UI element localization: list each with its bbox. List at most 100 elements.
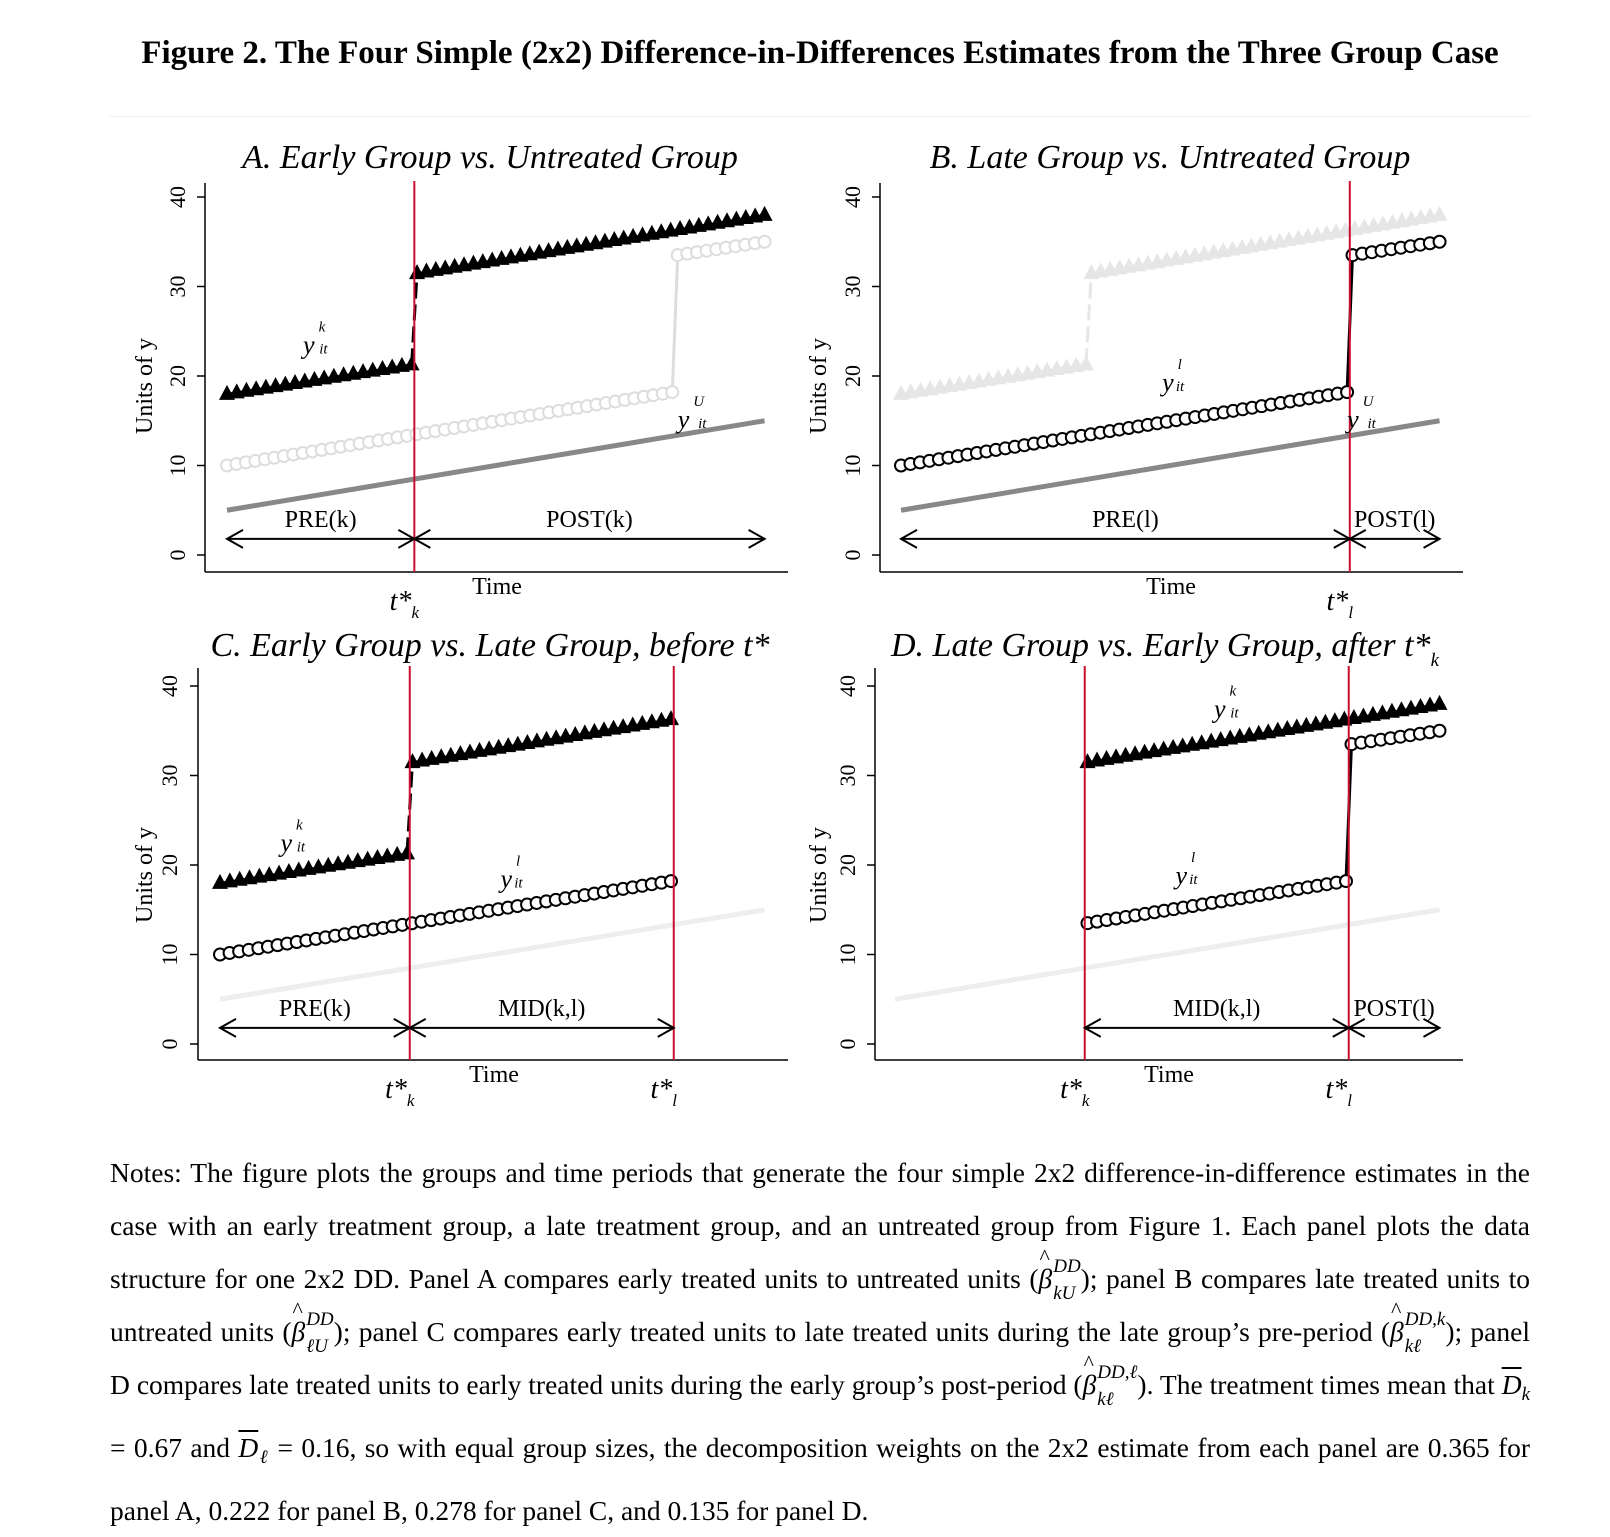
- series-label-sub: it: [297, 840, 306, 856]
- beta-hat: β: [1039, 1230, 1053, 1305]
- period-label: POST(l): [1353, 996, 1434, 1022]
- panel-title: B. Late Group vs. Untreated Group: [930, 139, 1411, 176]
- series-label: yl it: [1173, 850, 1199, 890]
- series-label-sup: l: [516, 853, 520, 869]
- x-axis-label: Time: [1144, 1062, 1194, 1088]
- series-label: yk it: [1211, 683, 1239, 723]
- series-early: [219, 205, 773, 400]
- series-late: [894, 234, 1447, 473]
- y-tick-label: 10: [840, 455, 865, 477]
- triangle-marker: [1077, 355, 1094, 371]
- triangle-marker: [399, 844, 415, 860]
- series-early: [212, 710, 679, 889]
- t-star-subscript: l: [1347, 1091, 1352, 1110]
- arrow-head-left: [1347, 529, 1367, 549]
- y-tick-label: 10: [165, 455, 190, 477]
- series-label: yl it: [498, 853, 524, 893]
- t-star-subscript: l: [1348, 603, 1353, 622]
- period-label: PRE(k): [285, 507, 357, 533]
- notes-text: ); panel D compares late treated units t…: [110, 1316, 1530, 1400]
- y-tick-label: 30: [157, 765, 182, 787]
- circle-marker: [757, 234, 772, 249]
- series-early: [893, 205, 1448, 400]
- sup: DD,k: [1404, 1308, 1446, 1330]
- series-early: [1079, 694, 1448, 769]
- period-arrow: PRE(k): [217, 996, 412, 1038]
- t-star-label: t*l: [1325, 1074, 1352, 1110]
- period-arrow: PRE(l): [898, 507, 1352, 549]
- y-tick-label: 20: [165, 365, 190, 387]
- arrow-head-left: [224, 529, 244, 549]
- t-star-label: t*l: [1327, 586, 1354, 622]
- series-label-sub: it: [698, 416, 707, 432]
- series-label-sup: l: [1191, 850, 1195, 866]
- triangle-marker: [1431, 694, 1448, 710]
- panel-c: C. Early Group vs. Late Group, before t*…: [132, 627, 788, 1110]
- y-tick-label: 30: [835, 765, 860, 787]
- y-axis-label: Units of y: [806, 827, 832, 923]
- sub: kU: [1053, 1282, 1076, 1304]
- circle-marker: [664, 874, 678, 889]
- beta-hat: β: [1390, 1283, 1404, 1358]
- series-late: [1080, 723, 1447, 931]
- series-label-sub: it: [514, 875, 523, 891]
- figure-panels: A. Early Group vs. Untreated Group 0 10 20 3…: [132, 139, 1463, 1110]
- panel-a: A. Early Group vs. Untreated Group 0 10 20 3…: [132, 139, 788, 622]
- y-tick-label: 0: [835, 1039, 860, 1050]
- y-tick-label: 20: [840, 365, 865, 387]
- series-label-sub: it: [1367, 416, 1376, 432]
- arrow-head-right: [657, 1018, 676, 1038]
- series-label-sup: l: [1178, 357, 1182, 373]
- jump-connector: [1084, 272, 1093, 365]
- y-tick-label: 20: [157, 854, 182, 876]
- y-tick-label: 20: [835, 854, 860, 876]
- series-line: [219, 907, 765, 1002]
- arrow-head-left: [898, 529, 918, 549]
- circle-marker: [1432, 234, 1447, 249]
- period-label: POST(l): [1354, 507, 1435, 533]
- arrow-head-left: [412, 529, 431, 549]
- arrow-head-left: [1346, 1018, 1366, 1038]
- y-axis-label: Units of y: [132, 338, 158, 434]
- circle-marker: [1432, 723, 1447, 738]
- series-label: yU it: [675, 394, 708, 434]
- figure-notes: Notes: The figure plots the groups and t…: [110, 1146, 1530, 1537]
- sup: DD: [306, 1308, 334, 1330]
- series-label-sup: U: [693, 394, 705, 410]
- panel-title: A. Early Group vs. Untreated Group: [240, 139, 738, 176]
- t-star-subscript: k: [411, 603, 419, 622]
- notes-text: ); panel B compares late treated units t…: [110, 1263, 1531, 1347]
- y-tick-label: 30: [165, 276, 190, 298]
- y-tick-label: 0: [165, 550, 190, 561]
- notes-text: ). The treatment times mean that: [1137, 1369, 1502, 1400]
- period-arrow: POST(l): [1347, 507, 1442, 549]
- y-tick-label: 40: [165, 186, 190, 208]
- circle-marker: [665, 385, 680, 400]
- series-untreated: [219, 907, 765, 1002]
- series-untreated: [226, 418, 765, 513]
- series-label-sub: it: [1176, 379, 1185, 395]
- beta-hat: β: [1083, 1336, 1097, 1411]
- x-axis-label: Time: [472, 574, 522, 600]
- x-axis-label: Time: [1146, 574, 1196, 600]
- series-label-sub: it: [319, 342, 328, 358]
- t-star-label: t*k: [385, 1074, 415, 1110]
- period-label: PRE(k): [279, 996, 351, 1022]
- sup: DD: [1053, 1255, 1081, 1277]
- y-tick-label: 40: [835, 675, 860, 697]
- notes-text: ); panel C compares early treated units …: [333, 1316, 1391, 1347]
- series-label: yk it: [278, 818, 306, 858]
- circle-marker: [1340, 385, 1355, 400]
- triangle-marker: [1431, 205, 1448, 221]
- dbar: D: [1501, 1369, 1522, 1400]
- sub: kℓ: [1097, 1388, 1114, 1410]
- beta-hat: β: [292, 1283, 306, 1358]
- series-line: [900, 418, 1440, 513]
- series-label-sup: U: [1363, 394, 1375, 410]
- series-label-sup: k: [319, 320, 326, 336]
- period-arrow: POST(k): [412, 507, 767, 549]
- y-axis-label: Units of y: [132, 827, 158, 923]
- series-late: [213, 874, 678, 962]
- series-label: yk it: [300, 320, 328, 360]
- arrow-head-right: [748, 529, 767, 549]
